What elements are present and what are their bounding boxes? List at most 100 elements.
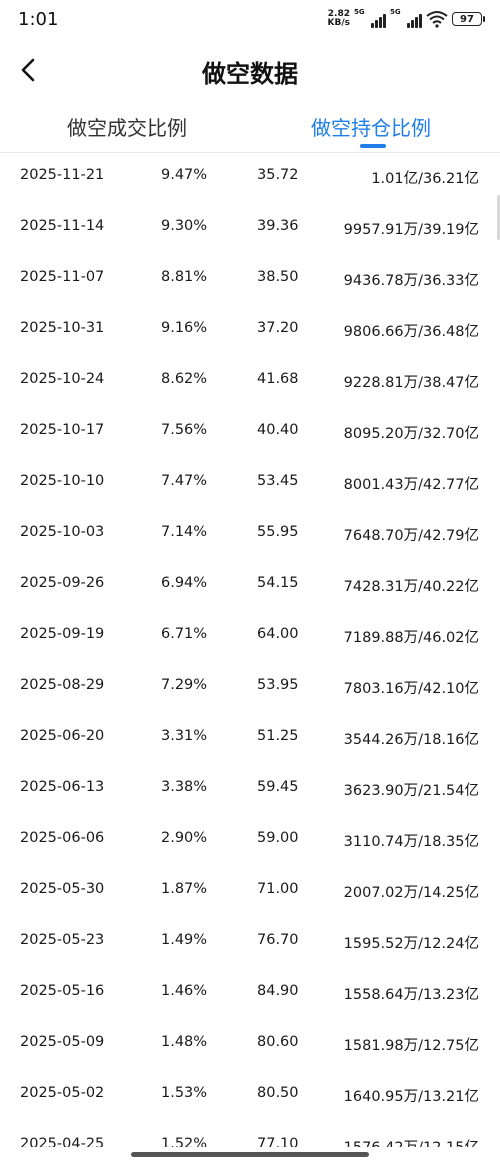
signal-icon-sim2: 5G bbox=[390, 8, 422, 28]
app-header: 做空数据 bbox=[0, 44, 500, 98]
row-short-ratio: 9.47% bbox=[161, 167, 208, 183]
home-indicator[interactable] bbox=[131, 1152, 369, 1157]
row-date: 2025-11-14 bbox=[20, 218, 105, 234]
table-row[interactable]: 2025-10-03 7.14% 55.95 7648.70万/42.79亿 bbox=[0, 510, 500, 561]
row-short-amount: 3623.90万/21.54亿 bbox=[343, 783, 479, 799]
row-short-amount: 3544.26万/18.16亿 bbox=[343, 732, 479, 748]
table-row[interactable]: 2025-11-07 8.81% 38.50 9436.78万/36.33亿 bbox=[0, 255, 500, 306]
row-short-ratio: 9.30% bbox=[161, 218, 208, 234]
row-short-amount: 7428.31万/40.22亿 bbox=[343, 579, 479, 595]
short-data-table[interactable]: 2025-11-21 9.47% 35.72 1.01亿/36.21亿 2025-11-… bbox=[0, 153, 500, 1147]
row-price: 40.40 bbox=[257, 422, 299, 438]
row-short-ratio: 8.62% bbox=[161, 371, 208, 387]
row-date: 2025-06-13 bbox=[20, 779, 105, 795]
table-row[interactable]: 2025-11-21 9.47% 35.72 1.01亿/36.21亿 bbox=[0, 153, 500, 204]
table-row[interactable]: 2025-05-16 1.46% 84.90 1558.64万/13.23亿 bbox=[0, 969, 500, 1020]
network-speed-value: 2.82 bbox=[327, 9, 350, 19]
row-short-ratio: 7.47% bbox=[161, 473, 208, 489]
row-short-amount: 7648.70万/42.79亿 bbox=[343, 528, 479, 544]
table-row[interactable]: 2025-09-19 6.71% 64.00 7189.88万/46.02亿 bbox=[0, 612, 500, 663]
table-row[interactable]: 2025-05-30 1.87% 71.00 2007.02万/14.25亿 bbox=[0, 867, 500, 918]
row-short-amount: 9228.81万/38.47亿 bbox=[343, 375, 479, 391]
row-short-ratio: 6.94% bbox=[161, 575, 208, 591]
table-row[interactable]: 2025-09-26 6.94% 54.15 7428.31万/40.22亿 bbox=[0, 561, 500, 612]
table-row[interactable]: 2025-04-25 1.52% 77.10 1576.42万/12.15亿 bbox=[0, 1122, 500, 1147]
wifi-icon bbox=[426, 11, 448, 28]
row-price: 80.50 bbox=[257, 1085, 299, 1101]
table-row[interactable]: 2025-05-23 1.49% 76.70 1595.52万/12.24亿 bbox=[0, 918, 500, 969]
row-short-amount: 1640.95万/13.21亿 bbox=[343, 1089, 479, 1105]
row-date: 2025-05-09 bbox=[20, 1034, 105, 1050]
row-short-amount: 1581.98万/12.75亿 bbox=[343, 1038, 479, 1054]
row-short-amount: 7189.88万/46.02亿 bbox=[343, 630, 479, 646]
row-short-ratio: 1.53% bbox=[161, 1085, 208, 1101]
row-short-ratio: 7.56% bbox=[161, 422, 208, 438]
row-short-amount: 1.01亿/36.21亿 bbox=[371, 171, 479, 187]
row-date: 2025-04-25 bbox=[20, 1136, 105, 1147]
row-short-amount: 8095.20万/32.70亿 bbox=[343, 426, 479, 442]
row-short-ratio: 3.38% bbox=[161, 779, 208, 795]
row-short-amount: 1576.42万/12.15亿 bbox=[344, 1136, 479, 1147]
sim2-network-label: 5G bbox=[390, 8, 401, 16]
row-date: 2025-10-31 bbox=[20, 320, 105, 336]
active-tab-indicator bbox=[360, 144, 386, 148]
table-row[interactable]: 2025-06-20 3.31% 51.25 3544.26万/18.16亿 bbox=[0, 714, 500, 765]
row-price: 38.50 bbox=[257, 269, 299, 285]
row-price: 39.36 bbox=[257, 218, 299, 234]
status-bar: 1:01 2.82 KB/s 5G 5G bbox=[0, 0, 500, 44]
row-date: 2025-05-23 bbox=[20, 932, 105, 948]
row-price: 41.68 bbox=[257, 371, 299, 387]
scrollbar-thumb[interactable] bbox=[497, 195, 500, 240]
tab-short-turnover-ratio[interactable]: 做空成交比例 bbox=[67, 116, 187, 140]
row-short-ratio: 7.14% bbox=[161, 524, 208, 540]
row-short-amount: 9436.78万/36.33亿 bbox=[343, 273, 479, 289]
table-row[interactable]: 2025-05-02 1.53% 80.50 1640.95万/13.21亿 bbox=[0, 1071, 500, 1122]
row-price: 64.00 bbox=[257, 626, 299, 642]
row-date: 2025-11-07 bbox=[20, 269, 105, 285]
row-short-amount: 7803.16万/42.10亿 bbox=[343, 681, 479, 697]
table-row[interactable]: 2025-06-13 3.38% 59.45 3623.90万/21.54亿 bbox=[0, 765, 500, 816]
row-price: 59.00 bbox=[257, 830, 299, 846]
row-short-ratio: 9.16% bbox=[161, 320, 208, 336]
network-speed-unit: KB/s bbox=[327, 18, 350, 28]
row-short-ratio: 6.71% bbox=[161, 626, 208, 642]
row-price: 71.00 bbox=[257, 881, 299, 897]
row-date: 2025-09-26 bbox=[20, 575, 105, 591]
row-price: 84.90 bbox=[257, 983, 299, 999]
table-row[interactable]: 2025-10-10 7.47% 53.45 8001.43万/42.77亿 bbox=[0, 459, 500, 510]
row-date: 2025-10-03 bbox=[20, 524, 105, 540]
row-price: 80.60 bbox=[257, 1034, 299, 1050]
row-date: 2025-11-21 bbox=[20, 167, 105, 183]
row-short-ratio: 3.31% bbox=[161, 728, 208, 744]
table-row[interactable]: 2025-08-29 7.29% 53.95 7803.16万/42.10亿 bbox=[0, 663, 500, 714]
row-date: 2025-10-10 bbox=[20, 473, 105, 489]
row-short-ratio: 1.48% bbox=[161, 1034, 208, 1050]
tab-short-position-ratio[interactable]: 做空持仓比例 bbox=[311, 116, 431, 140]
back-button[interactable] bbox=[14, 56, 42, 84]
table-row[interactable]: 2025-10-24 8.62% 41.68 9228.81万/38.47亿 bbox=[0, 357, 500, 408]
row-date: 2025-06-20 bbox=[20, 728, 105, 744]
table-row[interactable]: 2025-10-31 9.16% 37.20 9806.66万/36.48亿 bbox=[0, 306, 500, 357]
row-short-ratio: 2.90% bbox=[161, 830, 208, 846]
row-date: 2025-05-02 bbox=[20, 1085, 105, 1101]
row-short-ratio: 1.46% bbox=[161, 983, 208, 999]
row-short-amount: 1595.52万/12.24亿 bbox=[343, 936, 479, 952]
status-icons: 2.82 KB/s 5G 5G bbox=[327, 8, 485, 28]
row-date: 2025-06-06 bbox=[20, 830, 105, 846]
table-row[interactable]: 2025-05-09 1.48% 80.60 1581.98万/12.75亿 bbox=[0, 1020, 500, 1071]
row-short-ratio: 7.29% bbox=[161, 677, 208, 693]
page-title: 做空数据 bbox=[202, 60, 298, 88]
row-price: 76.70 bbox=[257, 932, 299, 948]
row-date: 2025-09-19 bbox=[20, 626, 105, 642]
table-row[interactable]: 2025-10-17 7.56% 40.40 8095.20万/32.70亿 bbox=[0, 408, 500, 459]
row-price: 37.20 bbox=[257, 320, 299, 336]
battery-icon: 97 bbox=[452, 12, 485, 26]
table-row[interactable]: 2025-06-06 2.90% 59.00 3110.74万/18.35亿 bbox=[0, 816, 500, 867]
table-row[interactable]: 2025-11-14 9.30% 39.36 9957.91万/39.19亿 bbox=[0, 204, 500, 255]
sim1-network-label: 5G bbox=[354, 8, 365, 16]
row-price: 55.95 bbox=[257, 524, 299, 540]
row-price: 59.45 bbox=[257, 779, 299, 795]
row-date: 2025-10-24 bbox=[20, 371, 105, 387]
row-price: 35.72 bbox=[257, 167, 299, 183]
